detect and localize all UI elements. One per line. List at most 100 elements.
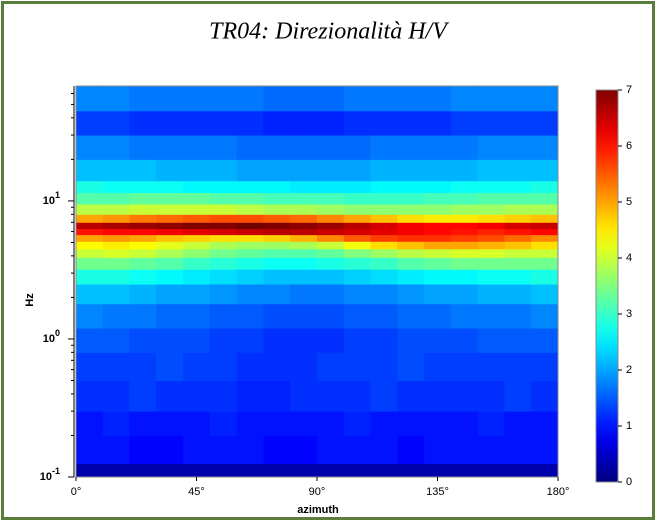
heatmap-cell: [76, 180, 104, 194]
heatmap-cell: [209, 110, 238, 136]
heatmap-cell: [290, 303, 318, 329]
heatmap-cell: [370, 463, 398, 478]
heatmap-cell: [209, 248, 238, 258]
heatmap-cell: [156, 228, 184, 236]
heatmap-cell: [76, 303, 104, 329]
colorbar-tick-label: 7: [626, 84, 632, 96]
heatmap-cell: [183, 135, 211, 160]
heatmap-cell: [450, 257, 479, 270]
heatmap-cell: [156, 463, 184, 478]
heatmap-cell: [504, 248, 532, 258]
heatmap-cell: [209, 257, 238, 270]
heatmap-cell: [343, 192, 372, 205]
heatmap-cell: [424, 222, 452, 230]
heatmap-cell: [504, 203, 532, 215]
heatmap-cell: [263, 180, 291, 194]
heatmap-cell: [397, 159, 425, 182]
heatmap-cell: [424, 159, 452, 182]
heatmap-cell: [343, 328, 372, 353]
heatmap-cell: [450, 234, 479, 242]
heatmap-cell: [477, 228, 505, 236]
heatmap-cell: [531, 180, 559, 194]
heatmap-cell: [183, 303, 211, 329]
x-tick-label: 0°: [71, 486, 82, 498]
heatmap-cell: [209, 222, 238, 230]
heatmap-cell: [209, 228, 238, 236]
heatmap-cell: [477, 352, 505, 382]
heatmap-cell: [450, 241, 479, 250]
heatmap-cell: [263, 463, 291, 478]
heatmap-cell: [102, 435, 131, 465]
heatmap-cell: [504, 328, 532, 353]
heatmap-cell: [76, 248, 104, 258]
heatmap-cell: [236, 257, 264, 270]
heatmap-cell: [397, 380, 425, 412]
heatmap-cell: [263, 303, 291, 329]
heatmap-cell: [156, 222, 184, 230]
heatmap-cell: [129, 180, 157, 194]
heatmap-cell: [129, 241, 157, 250]
heatmap-cell: [531, 257, 559, 270]
heatmap-cell: [450, 159, 479, 182]
heatmap-cell: [424, 248, 452, 258]
heatmap-cell: [317, 328, 345, 353]
heatmap-cell: [209, 328, 238, 353]
heatmap-cell: [236, 435, 264, 465]
heatmap-cell: [156, 269, 184, 285]
heatmap-cell: [504, 192, 532, 205]
heatmap-cell: [343, 352, 372, 382]
y-tick-exponent: -1: [52, 466, 60, 476]
heatmap-cell: [397, 284, 425, 305]
heatmap-cell: [76, 328, 104, 353]
heatmap-cell: [477, 180, 505, 194]
heatmap-cell: [129, 110, 157, 136]
heatmap-cell: [129, 234, 157, 242]
heatmap-cell: [183, 435, 211, 465]
x-tick-label: 135°: [426, 486, 449, 498]
heatmap-cell: [531, 228, 559, 236]
heatmap-cell: [370, 328, 398, 353]
heatmap-cell: [370, 284, 398, 305]
heatmap-cell: [477, 303, 505, 329]
heatmap-cell: [370, 380, 398, 412]
heatmap-cell: [76, 241, 104, 250]
heatmap-cell: [156, 241, 184, 250]
heatmap-cell: [317, 222, 345, 230]
heatmap-cell: [183, 159, 211, 182]
heatmap-cell: [263, 192, 291, 205]
heatmap-cell: [450, 269, 479, 285]
heatmap-cell: [183, 86, 211, 112]
heatmap-cell: [263, 159, 291, 182]
heatmap-cell: [102, 180, 131, 194]
heatmap-cell: [531, 241, 559, 250]
heatmap-cell: [209, 435, 238, 465]
heatmap-cell: [531, 214, 559, 223]
heatmap-cell: [290, 284, 318, 305]
heatmap-cell: [370, 228, 398, 236]
heatmap-cell: [76, 411, 104, 436]
heatmap-cell: [424, 110, 452, 136]
heatmap-cell: [209, 241, 238, 250]
heatmap-cell: [531, 192, 559, 205]
heatmap-cell: [129, 203, 157, 215]
colorbar-tick-label: 3: [626, 308, 632, 320]
heatmap-cell: [370, 435, 398, 465]
heatmap-cell: [236, 110, 264, 136]
heatmap-cell: [156, 180, 184, 194]
heatmap-cell: [504, 234, 532, 242]
heatmap-cell: [156, 203, 184, 215]
heatmap-cell: [263, 203, 291, 215]
heatmap-cell: [317, 248, 345, 258]
heatmap-cell: [317, 159, 345, 182]
colorbar-tick-label: 5: [626, 196, 632, 208]
heatmap-cell: [531, 110, 559, 136]
heatmap-cell: [156, 380, 184, 412]
heatmap-cell: [317, 241, 345, 250]
heatmap-cell: [343, 241, 372, 250]
heatmap-cell: [209, 411, 238, 436]
heatmap-cell: [236, 352, 264, 382]
heatmap-cell: [263, 380, 291, 412]
heatmap-cell: [129, 352, 157, 382]
heatmap-cell: [504, 110, 532, 136]
heatmap-cell: [102, 352, 131, 382]
